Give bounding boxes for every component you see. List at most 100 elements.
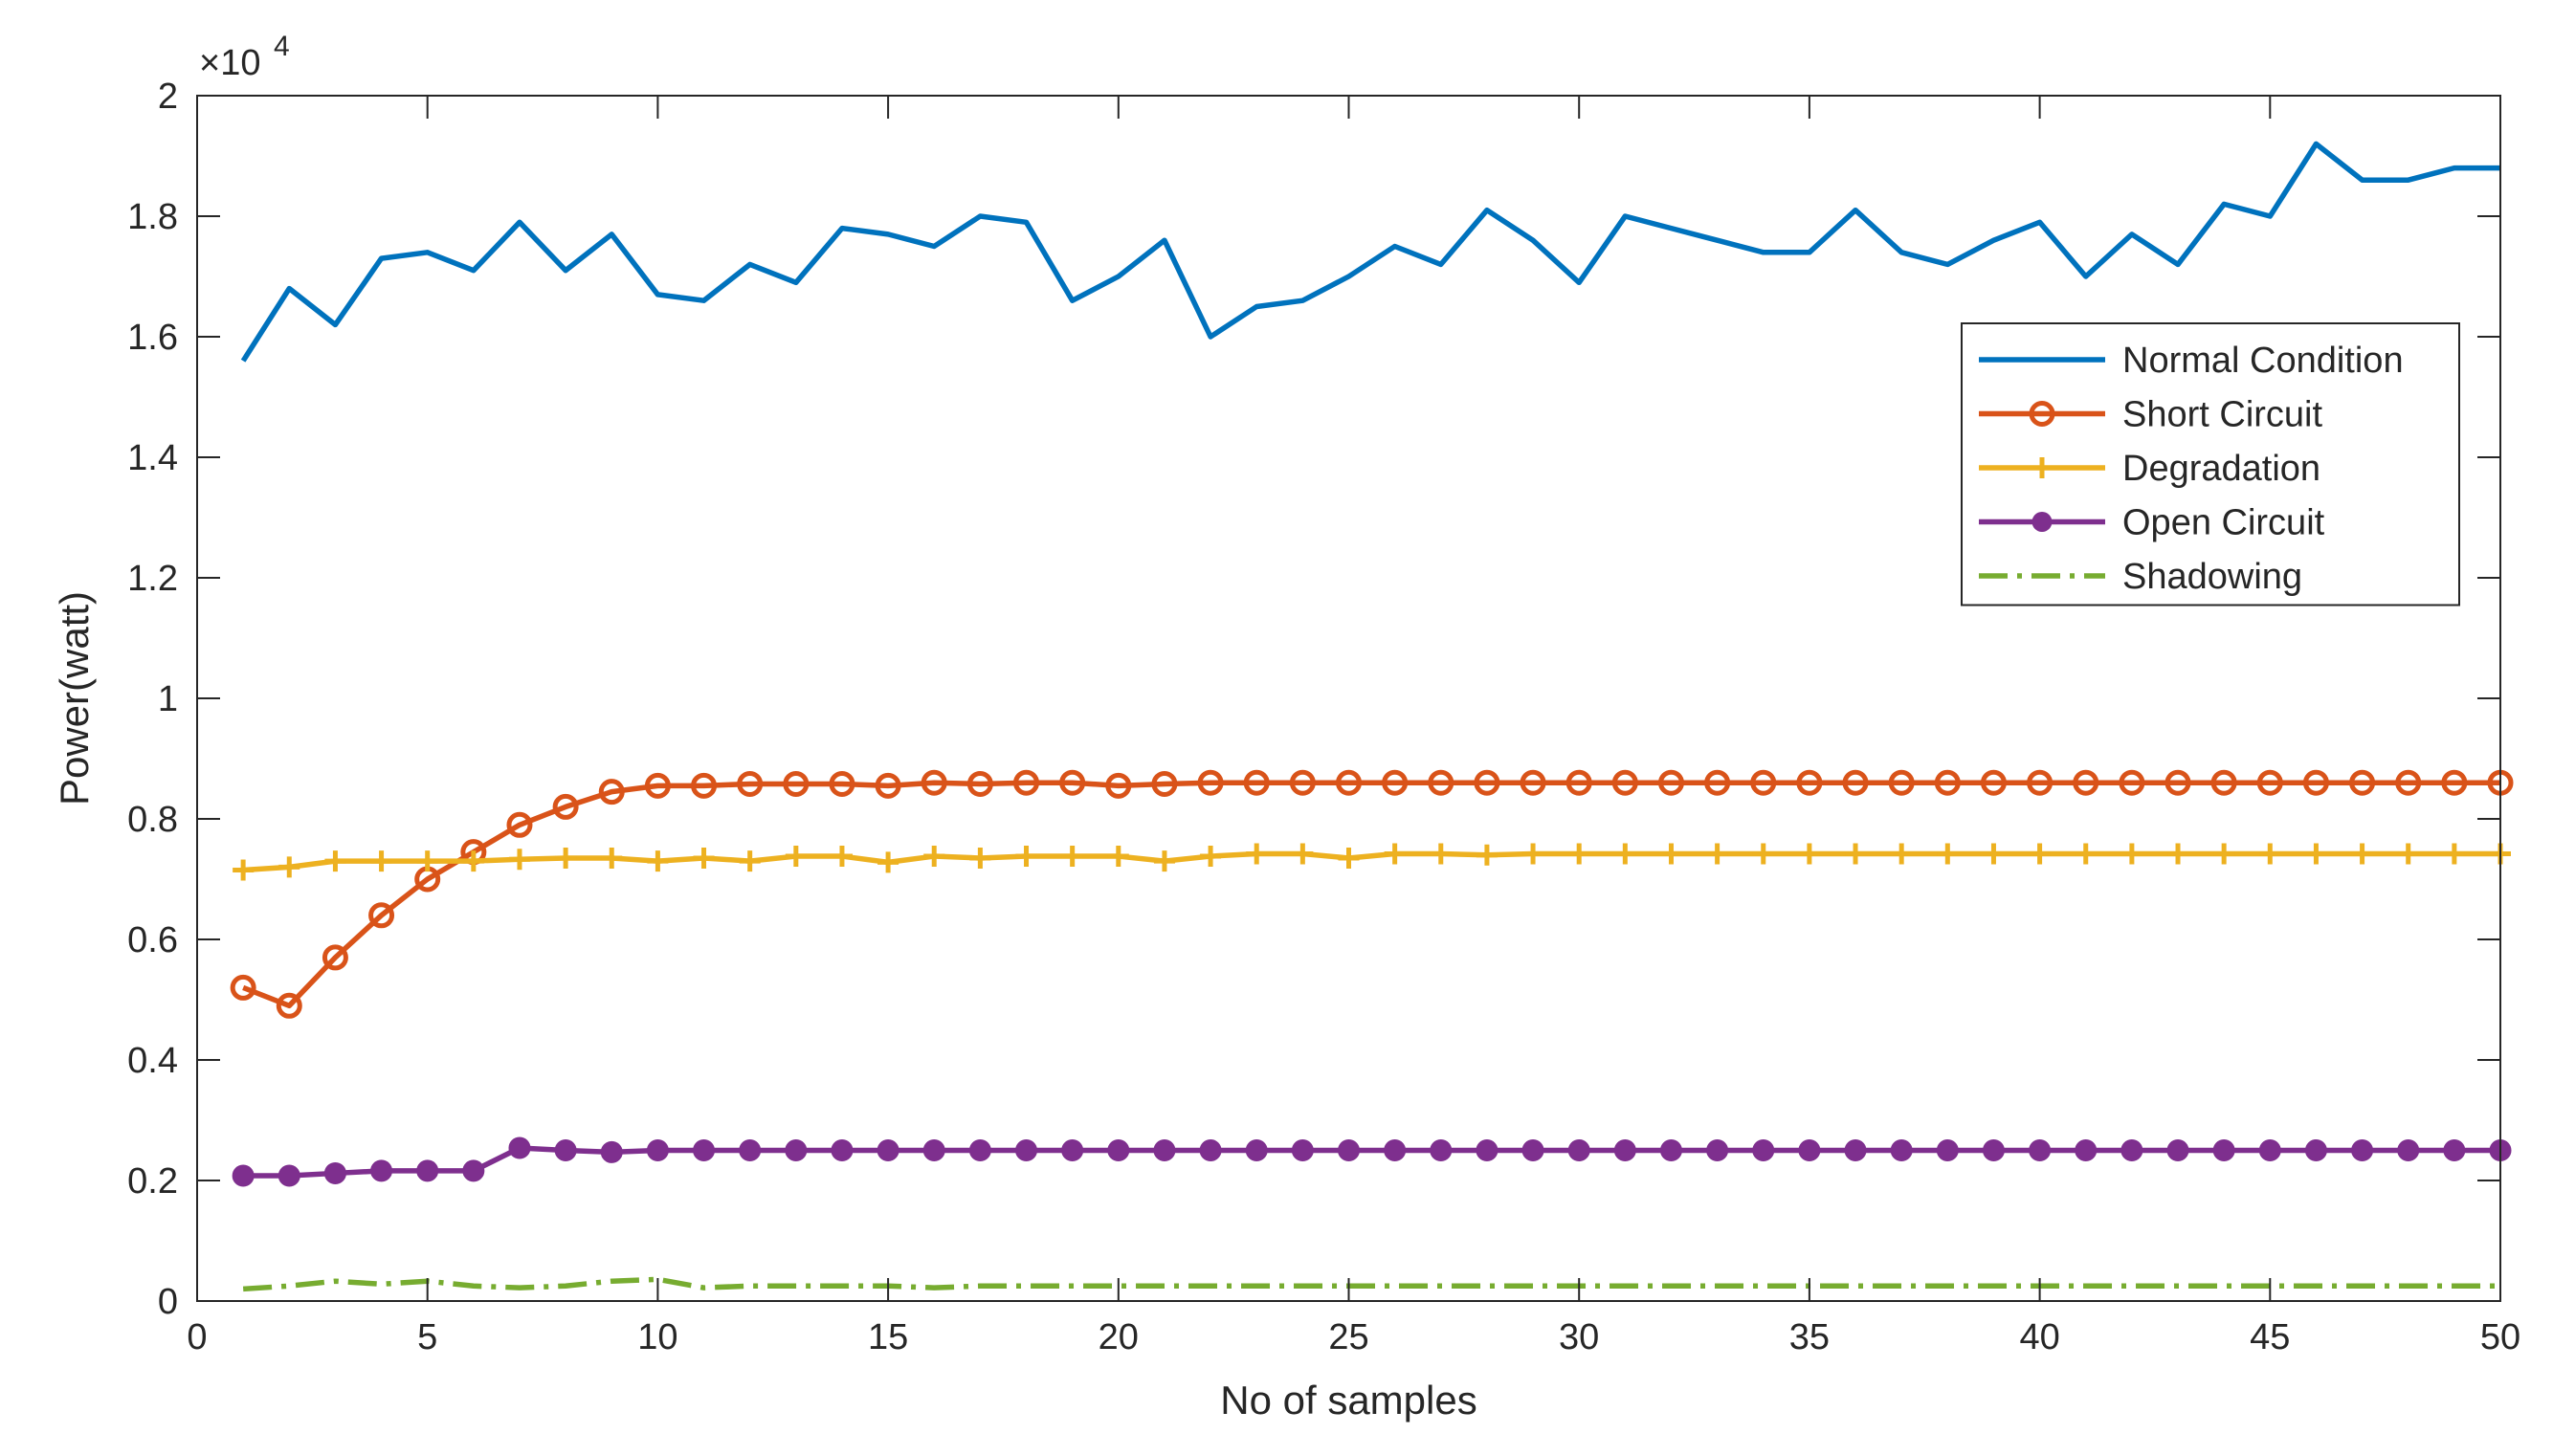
legend-label: Open Circuit xyxy=(2122,503,2325,543)
data-point xyxy=(1611,769,1638,796)
data-point xyxy=(2397,1139,2420,1161)
data-point xyxy=(1338,847,1360,869)
data-point xyxy=(2075,1139,2098,1161)
x-tick-label: 40 xyxy=(2019,1317,2059,1357)
data-point xyxy=(276,992,302,1019)
data-point xyxy=(1013,769,1040,796)
y-axis-label: Power(watt) xyxy=(52,591,97,805)
data-point xyxy=(1752,1139,1775,1161)
data-point xyxy=(1059,769,1086,796)
legend-item: Degradation xyxy=(1979,449,2320,489)
x-tick-label: 5 xyxy=(417,1317,437,1357)
data-point xyxy=(966,770,993,797)
series-shadowing xyxy=(242,1276,2500,1292)
y-tick-label: 1.2 xyxy=(127,559,178,599)
data-point xyxy=(877,1139,899,1161)
data-point xyxy=(693,847,715,869)
y-tick-label: 1.4 xyxy=(127,438,178,478)
data-point xyxy=(1336,769,1362,796)
data-point xyxy=(2305,843,2327,865)
data-point xyxy=(2029,1139,2052,1161)
data-point xyxy=(1015,846,1037,868)
data-point xyxy=(1890,1139,1913,1161)
data-point xyxy=(1151,770,1178,797)
data-point xyxy=(1565,769,1592,796)
data-point xyxy=(1382,769,1409,796)
x-tick-label: 15 xyxy=(868,1317,908,1357)
data-point xyxy=(2164,769,2191,796)
legend-item: Normal Condition xyxy=(1979,341,2404,381)
data-point xyxy=(2075,843,2097,865)
data-point xyxy=(1015,1139,1038,1161)
data-point xyxy=(739,850,761,872)
data-point xyxy=(1845,843,1867,865)
data-point xyxy=(739,1139,762,1161)
data-point xyxy=(644,772,671,799)
data-point xyxy=(921,769,947,796)
y-exponent-label: ×10 xyxy=(199,43,260,83)
data-point xyxy=(2441,769,2468,796)
legend-swatch-marker xyxy=(2031,457,2053,478)
data-point xyxy=(737,770,764,797)
data-point xyxy=(2443,843,2465,865)
data-point xyxy=(2351,843,2373,865)
x-tick-label: 30 xyxy=(1559,1317,1599,1357)
axes-layer: 0 5 10 15 20 25 30 35 40 45 50 0 0.2 0.4 0.6 0.8 1 1.2 1.4… xyxy=(52,31,2520,1423)
data-point xyxy=(2302,769,2329,796)
x-tick-label: 10 xyxy=(637,1317,677,1357)
data-point xyxy=(1796,769,1823,796)
data-point xyxy=(2443,1139,2466,1161)
x-tick-label: 20 xyxy=(1099,1317,1139,1357)
data-point xyxy=(1842,769,1869,796)
data-point xyxy=(370,850,392,872)
data-point xyxy=(278,856,300,878)
series-layer xyxy=(230,141,2514,1292)
series-line xyxy=(242,780,2500,1009)
data-point xyxy=(1200,846,1222,868)
legend-label: Normal Condition xyxy=(2122,341,2404,381)
data-point xyxy=(323,1161,346,1184)
data-point xyxy=(462,850,484,872)
data-point xyxy=(230,974,256,1001)
y-tick-label: 1.8 xyxy=(127,197,178,237)
data-point xyxy=(600,1140,623,1163)
x-tick-label: 0 xyxy=(187,1317,207,1357)
legend-item: Shadowing xyxy=(1979,557,2302,597)
data-point xyxy=(1520,769,1546,796)
data-point xyxy=(322,944,348,971)
y-tick-label: 2 xyxy=(158,77,178,117)
series-normal-condition xyxy=(240,141,2500,363)
data-point xyxy=(1888,769,1915,796)
data-point xyxy=(969,847,991,869)
data-point xyxy=(1750,769,1777,796)
data-point xyxy=(785,846,807,868)
data-point xyxy=(1706,843,1728,865)
data-point xyxy=(875,772,901,799)
data-point xyxy=(1936,1139,1959,1161)
data-point xyxy=(416,850,438,872)
data-point xyxy=(598,779,625,805)
data-point xyxy=(2027,769,2054,796)
data-point xyxy=(831,846,853,868)
data-point xyxy=(1660,843,1682,865)
data-point xyxy=(1937,843,1959,865)
data-point xyxy=(1338,1139,1360,1161)
data-point xyxy=(233,859,255,881)
series-line xyxy=(242,1276,2500,1292)
legend-label: Short Circuit xyxy=(2122,395,2322,435)
data-point xyxy=(1983,843,2005,865)
series-line xyxy=(240,141,2500,363)
data-point xyxy=(785,1139,808,1161)
data-point xyxy=(508,1136,531,1159)
data-point xyxy=(877,851,899,873)
y-tick-label: 0.2 xyxy=(127,1161,178,1202)
x-axis-label: No of samples xyxy=(1220,1378,1476,1423)
data-point xyxy=(1567,1139,1590,1161)
data-point xyxy=(2304,1139,2327,1161)
data-point xyxy=(1384,1139,1407,1161)
data-point xyxy=(2120,1139,2143,1161)
data-point xyxy=(1798,1139,1821,1161)
series-short-circuit xyxy=(230,769,2514,1019)
data-point xyxy=(1613,1139,1636,1161)
data-point xyxy=(2120,843,2142,865)
